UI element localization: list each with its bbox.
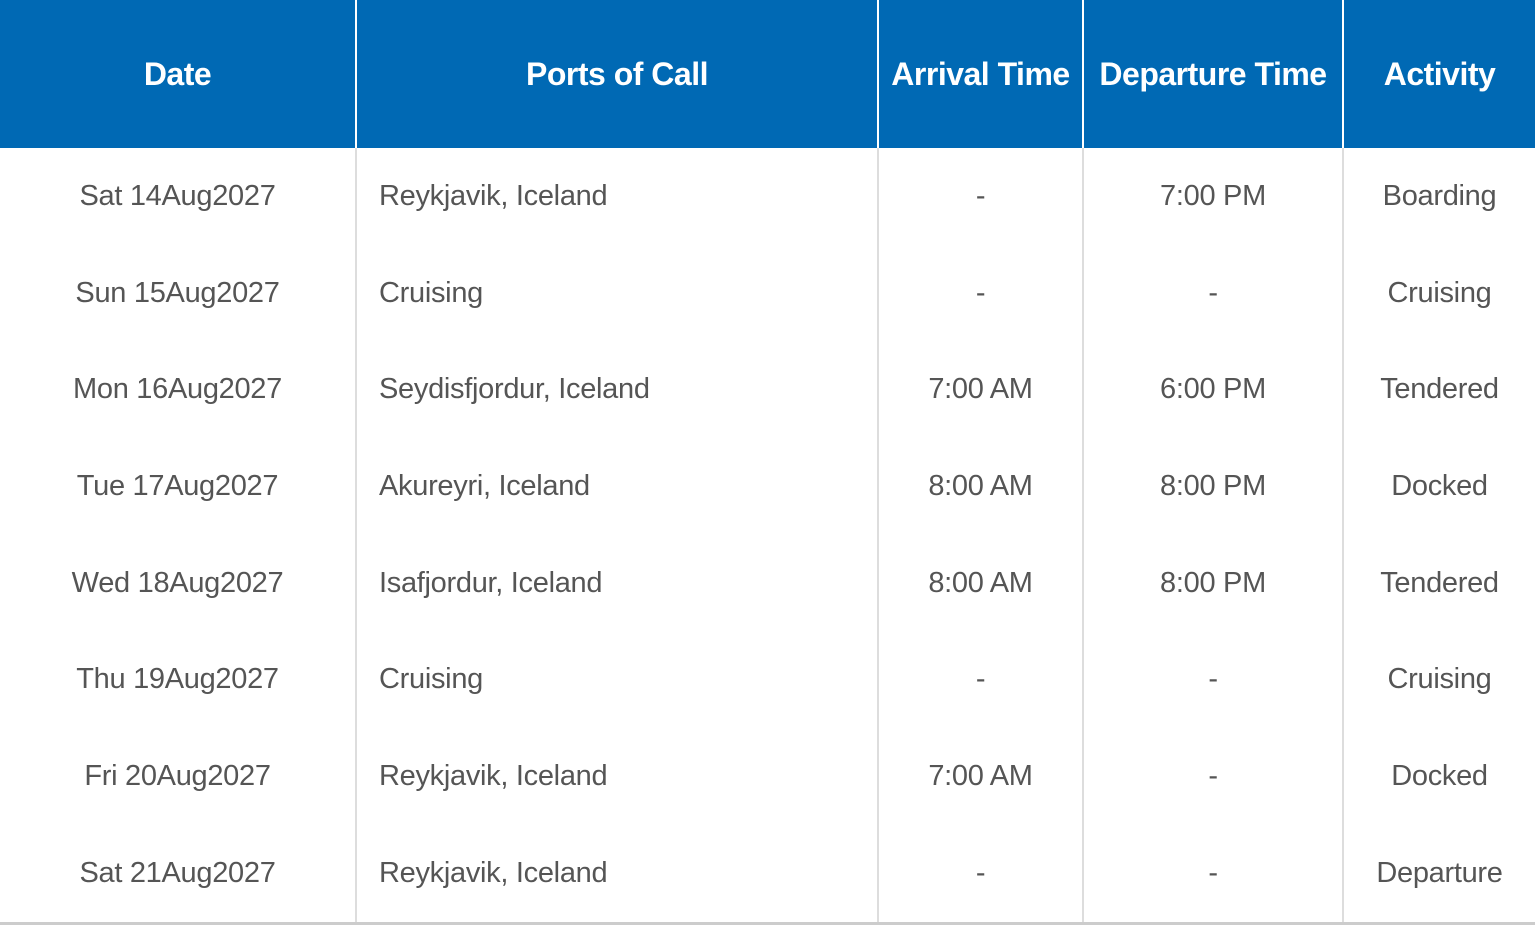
activity-cell: Tendered	[1342, 341, 1535, 439]
table-row: Tue 17Aug2027 Akureyri, Iceland 8:00 AM 8:0…	[0, 438, 1535, 535]
date-cell: Fri 20Aug2027	[84, 759, 271, 792]
activity-cell: Cruising	[1342, 631, 1535, 729]
arrival-cell: 8:00 AM	[877, 438, 1083, 535]
activity-cell: Cruising	[1342, 244, 1535, 342]
table-row: Wed 18Aug2027 Isafjordur, Iceland 8:00 AM 8…	[0, 534, 1535, 632]
date-cell: Sat 21Aug2027	[0, 824, 356, 925]
arrival-cell: 7:00 AM	[877, 341, 1083, 439]
port-cell: Reykjavik, Iceland	[355, 148, 878, 245]
arrival-cell: 7:00 AM	[877, 728, 1083, 825]
date-cell: Thu 19Aug2027	[76, 663, 279, 696]
port-cell: Reykjavik, Iceland	[355, 824, 878, 925]
header-row: Date Ports of Call Arrival Time Departur…	[0, 0, 1535, 148]
activity-cell: Docked	[1342, 438, 1535, 535]
header-date: Date	[0, 0, 356, 148]
port-cell: Akureyri, Iceland	[355, 438, 878, 535]
departure-cell: 7:00 PM	[1082, 148, 1343, 245]
header-activity: Activity	[1342, 0, 1535, 148]
port-cell: Reykjavik, Iceland	[355, 728, 878, 825]
table-row: Fri 20Aug2027 Reykjavik, Iceland 7:00 AM - D…	[0, 728, 1535, 825]
departure-cell: -	[1082, 244, 1343, 342]
activity-cell: Boarding	[1342, 148, 1535, 245]
port-cell: Isafjordur, Iceland	[355, 534, 878, 632]
date-cell: Sat 14Aug2027	[79, 179, 276, 212]
table-row: Mon 16Aug2027 Seydisfjordur, Iceland 7:00 …	[0, 341, 1535, 439]
departure-cell: 8:00 PM	[1082, 534, 1343, 632]
arrival-cell: -	[877, 631, 1083, 729]
date-cell: Sun 15Aug2027	[75, 276, 280, 309]
port-cell: Cruising	[355, 244, 878, 342]
departure-cell: -	[1082, 631, 1343, 729]
header-arrival-time: Arrival Time	[877, 0, 1083, 148]
table-row: Sun 15Aug2027 Cruising - - Cruising	[0, 244, 1535, 342]
table-row: Sat 14Aug2027 Reykjavik, Iceland -7:00 PM B…	[0, 148, 1535, 245]
date-cell: Tue 17Aug2027	[76, 469, 279, 502]
date-cell: Mon 16Aug2027	[73, 373, 282, 406]
departure-cell: 6:00 PM	[1082, 341, 1343, 439]
activity-cell: Tendered	[1342, 534, 1535, 632]
port-cell: Seydisfjordur, Iceland	[355, 341, 878, 439]
header-ports-of-call: Ports of Call	[355, 0, 878, 148]
header-departure-time: Departure Time	[1082, 0, 1343, 148]
date-cell: Wed 18Aug2027	[71, 566, 284, 599]
activity-cell: Docked	[1342, 728, 1535, 825]
port-cell: Cruising	[355, 631, 878, 729]
table-row: Sat 21Aug2027 Reykjavik, Iceland - - Departu…	[0, 824, 1535, 925]
arrival-cell: -	[877, 148, 1083, 245]
departure-cell: 8:00 PM	[1082, 438, 1343, 535]
table-row: Thu 19Aug2027 Cruising - - Cruising	[0, 631, 1535, 729]
departure-cell: -	[1082, 824, 1343, 925]
arrival-cell: 8:00 AM	[877, 534, 1083, 632]
activity-cell: Departure	[1342, 824, 1535, 925]
arrival-cell: -	[877, 244, 1083, 342]
arrival-cell: -	[877, 824, 1083, 925]
departure-cell: -	[1082, 728, 1343, 825]
